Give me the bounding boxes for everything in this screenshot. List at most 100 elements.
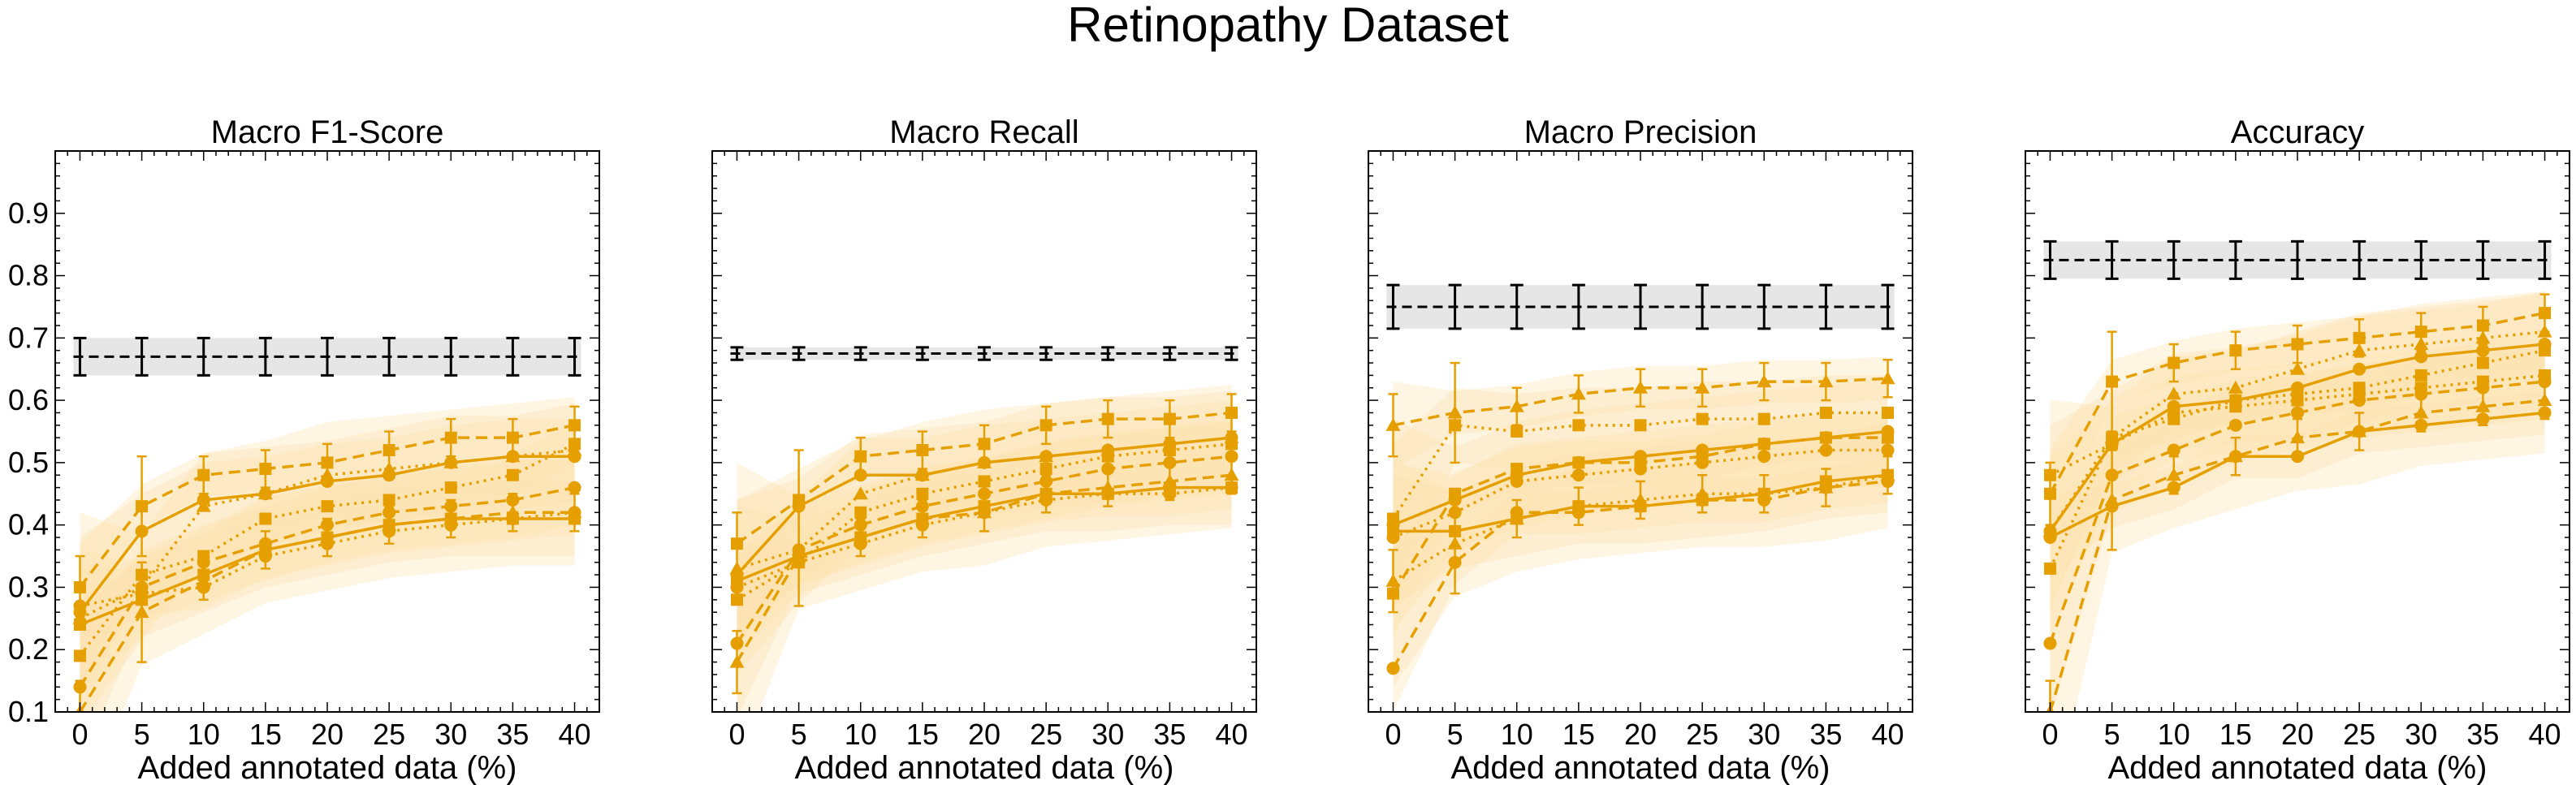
x-tick-label: 40 [1216,718,1248,751]
data-point [916,487,929,500]
data-point [2043,636,2057,650]
figure-title: Retinopathy Dataset [1067,0,1509,52]
data-point [1101,450,1114,463]
data-point [1882,431,1895,444]
x-tick-label: 5 [791,718,807,751]
data-point [383,519,395,532]
data-point [2414,350,2428,364]
data-point [568,438,581,451]
data-point [2290,361,2305,375]
data-point [2476,356,2489,369]
data-point [1882,468,1895,481]
data-point [1386,662,1400,675]
x-tick-label: 25 [2343,718,2375,751]
data-point [853,486,868,500]
data-point [2228,380,2243,394]
data-point [854,468,867,482]
data-point [854,531,867,544]
series-line [736,485,1232,589]
y-tick-label: 0.4 [8,508,49,541]
data-point [2353,387,2366,400]
data-point [382,461,397,475]
panel-4: 0 5 10 15 20 25 30 35 40 Accuracy Added annotated … [2025,114,2570,785]
data-point [1163,481,1176,494]
data-point [1225,481,1238,494]
x-tick-label: 20 [968,718,1001,751]
data-point [259,543,272,556]
data-point [916,512,929,525]
data-point [793,550,806,563]
data-point [197,568,210,581]
series-band [2050,347,2545,712]
x-axis-label: Added annotated data (%) [794,750,1173,785]
data-point [2043,531,2057,545]
data-point [2476,412,2490,426]
data-point [1696,455,1709,469]
plot-area [2042,239,2552,712]
x-axis-label: Added annotated data (%) [2107,750,2487,785]
panel-2: 0 5 10 15 20 25 30 35 40 Macro Recall Added annota… [711,114,1257,785]
data-point [1881,443,1895,457]
x-tick-label: 30 [1748,718,1780,751]
panel-1: 0 5 10 15 20 25 30 35 40 0.1 0.2 0.3 0.4 0.5 0.6 0.7 0.8… [8,114,600,785]
x-tick-label: 0 [728,718,745,751]
data-point [2476,343,2490,357]
x-tick-label: 5 [134,718,150,751]
data-point [196,498,211,512]
x-tick-label: 40 [2529,718,2561,751]
data-point [2166,386,2181,400]
data-point [2106,438,2119,451]
data-point [568,481,581,494]
y-tick-label: 0.7 [8,321,49,354]
data-point [1757,438,1770,451]
y-tick-label: 0.6 [8,383,49,416]
x-tick-label: 35 [496,718,529,751]
x-tick-label: 10 [188,718,220,751]
x-tick-label: 20 [1624,718,1657,751]
data-point [1634,500,1647,513]
data-point [257,486,273,500]
data-point [1039,449,1054,463]
data-point [2352,343,2367,356]
data-point [1757,487,1770,500]
data-point [2475,330,2491,344]
panel-title: Macro Recall [889,114,1078,150]
plot-area [72,336,582,712]
data-point [2229,400,2242,413]
data-point [2539,369,2552,382]
data-point [1386,524,1399,537]
data-point [1510,474,1524,488]
data-point [506,512,519,525]
data-point [2168,406,2181,419]
data-point [1449,524,1462,537]
series-line [78,511,575,712]
x-tick-label: 15 [249,718,282,751]
y-tick-label: 0.2 [8,632,49,666]
x-tick-label: 35 [1153,718,1186,751]
x-tick-label: 25 [1686,718,1718,751]
data-point [1819,431,1832,444]
data-point [1572,419,1585,432]
data-point [73,649,86,662]
series-line [1391,411,1888,520]
y-tick-label: 0.1 [8,695,49,728]
y-tick-label: 0.5 [8,446,49,479]
panel-title: Macro Precision [1524,114,1757,150]
data-point [1225,438,1238,451]
data-point [1163,444,1176,457]
y-tick-label: 0.3 [8,570,49,603]
data-point [320,468,335,481]
x-tick-label: 20 [2281,718,2314,751]
x-tick-label: 30 [2405,718,2437,751]
data-point [1819,475,1832,488]
data-point [383,494,395,507]
data-point [854,506,867,519]
data-point [1634,462,1647,476]
x-tick-label: 5 [1447,718,1463,751]
data-point [2167,481,2181,494]
plot-area [1385,283,1895,712]
data-point [2538,406,2552,420]
data-point [1101,487,1114,500]
x-tick-label: 10 [1501,718,1533,751]
